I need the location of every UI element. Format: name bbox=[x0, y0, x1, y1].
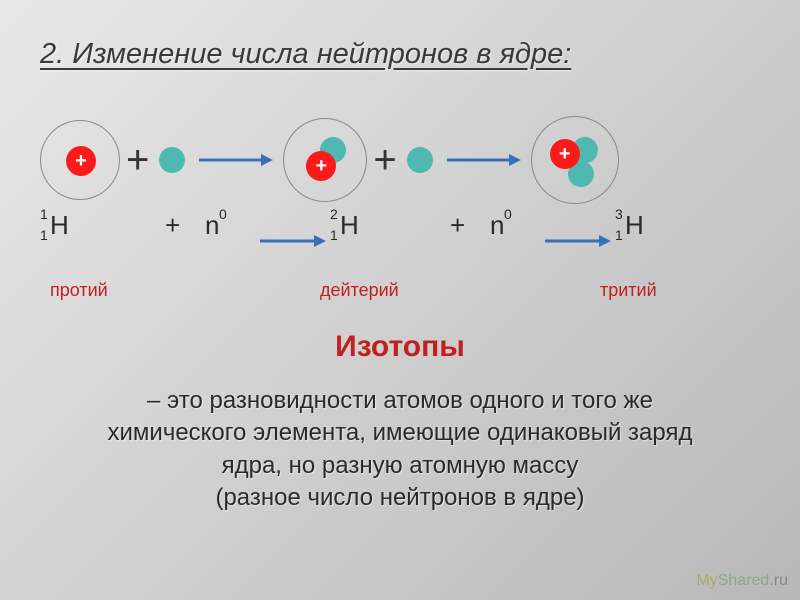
arrow-icon bbox=[445, 150, 523, 170]
proton-particle: + bbox=[550, 139, 580, 169]
isotope-symbol: 21H bbox=[340, 210, 359, 241]
arrow-icon bbox=[543, 231, 613, 251]
isotope-symbol: 31H bbox=[625, 210, 644, 241]
definition-line: – это разновидности атомов одного и того… bbox=[50, 385, 750, 417]
watermark-part: .ru bbox=[769, 572, 788, 589]
isotopes-heading: Изотопы bbox=[0, 330, 800, 364]
definition-line: химического элемента, имеющие одинаковый… bbox=[50, 417, 750, 449]
nucleus: + bbox=[531, 116, 619, 204]
isotope-diagram: + + + + + bbox=[40, 115, 760, 205]
isotope-name: тритий bbox=[600, 280, 657, 301]
isotope-symbol: 11H bbox=[50, 210, 69, 241]
definition-line: ядра, но разную атомную массу bbox=[50, 450, 750, 482]
section-title: 2. Изменение числа нейтронов в ядре: bbox=[40, 38, 571, 71]
definition-line: (разное число нейтронов в ядре) bbox=[50, 482, 750, 514]
proton-particle: + bbox=[66, 146, 96, 176]
isotope-name: дейтерий bbox=[320, 280, 399, 301]
arrow-icon bbox=[197, 150, 275, 170]
nucleus: + bbox=[283, 118, 367, 202]
neutron-symbol: n0 bbox=[490, 210, 504, 241]
nucleus: + bbox=[40, 120, 120, 200]
neutron-symbol: n0 bbox=[205, 210, 219, 241]
arrow-icon bbox=[258, 231, 328, 251]
free-neutron bbox=[159, 147, 185, 173]
isotope-name: протий bbox=[50, 280, 108, 301]
watermark-part: My bbox=[696, 572, 717, 589]
plus-operator: + bbox=[126, 138, 149, 183]
watermark-part: Shared bbox=[718, 572, 770, 589]
isotopes-definition: – это разновидности атомов одного и того… bbox=[50, 385, 750, 515]
plus-operator: + bbox=[450, 210, 465, 241]
free-neutron bbox=[407, 147, 433, 173]
watermark: MyShared.ru bbox=[696, 572, 788, 590]
plus-operator: + bbox=[373, 138, 396, 183]
plus-operator: + bbox=[165, 210, 180, 241]
proton-particle: + bbox=[306, 151, 336, 181]
